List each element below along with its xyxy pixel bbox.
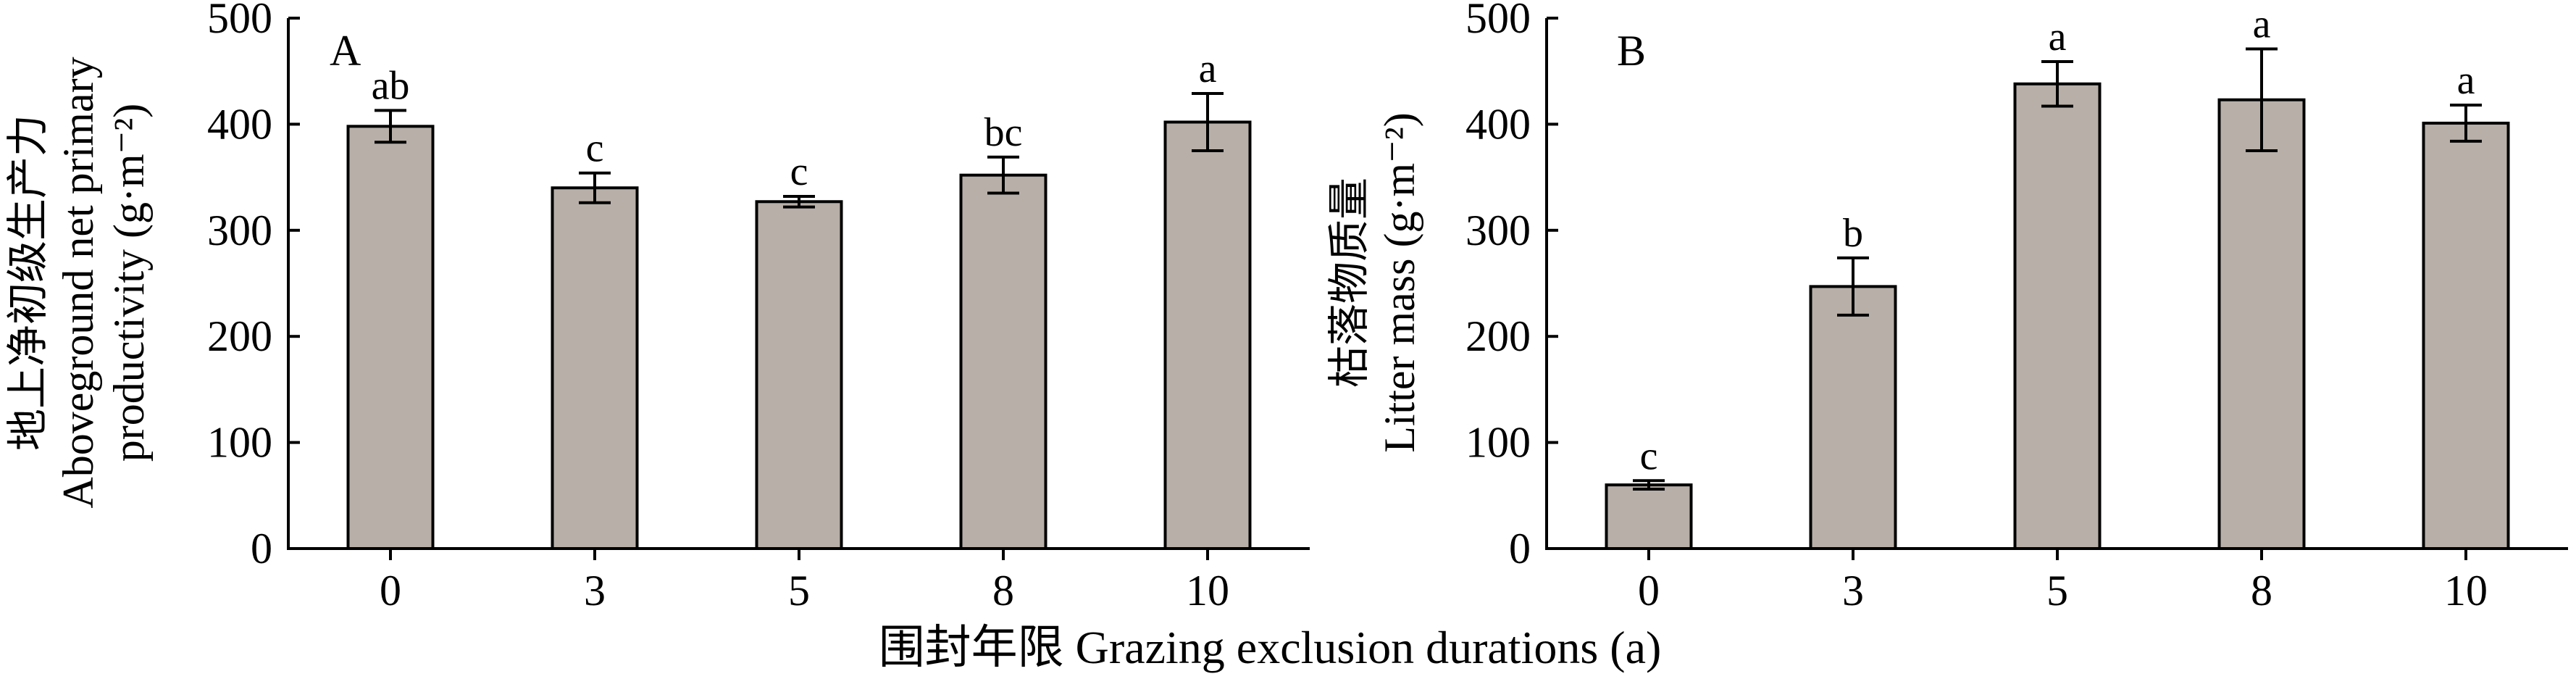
y-axis-label: 地上净初级生产力 [4,114,51,451]
x-axis-label: 围封年限 Grazing exclusion durations (a) [879,622,1662,673]
bar [346,125,435,550]
y-tick-label: 500 [207,0,272,42]
y-tick-label: 0 [1509,525,1531,572]
x-tick-label: 8 [992,567,1014,615]
y-tick-label: 200 [1465,312,1531,360]
x-tick-label: 10 [1186,567,1229,615]
significance-letter: ab [372,63,410,108]
x-tick-label: 3 [584,567,606,615]
significance-letter: a [2049,14,2067,59]
y-axis-label: productivity (g·m⁻²) [105,104,153,462]
x-tick-label: 0 [1638,567,1660,615]
y-tick-label: 400 [1465,100,1531,148]
y-tick-label: 300 [1465,207,1531,254]
significance-letter: a [2457,58,2475,103]
significance-letter: b [1843,211,1863,256]
bar [2217,98,2306,550]
y-axis-label: 枯落物质量 [1326,178,1373,388]
y-tick-label: 500 [1465,0,1531,42]
x-tick-label: 10 [2444,567,2488,615]
bar [2013,82,2102,550]
significance-letter: c [586,126,604,171]
bar [1809,285,1897,550]
y-tick-label: 200 [207,312,272,360]
y-axis-label: Litter mass (g·m⁻²) [1376,112,1423,453]
bar [755,200,843,550]
bar [2422,121,2510,551]
x-tick-label: 5 [2046,567,2068,615]
y-tick-label: 300 [207,207,272,254]
panel-letter: A [330,27,361,75]
x-tick-label: 5 [788,567,810,615]
y-tick-label: 400 [207,100,272,148]
significance-letter: bc [984,110,1023,155]
significance-letter: c [790,149,808,194]
significance-letter: c [1640,433,1658,478]
y-axis-label: Aboveground net primary [54,57,102,508]
x-tick-label: 8 [2251,567,2272,615]
x-tick-label: 0 [380,567,401,615]
bar [1605,483,1693,550]
panel-letter: B [1617,27,1646,75]
y-tick-label: 100 [207,419,272,467]
significance-letter: a [1199,46,1217,91]
x-tick-label: 3 [1842,567,1864,615]
bar [959,173,1047,550]
y-tick-label: 100 [1465,419,1531,467]
y-tick-label: 0 [251,525,272,572]
bar [551,186,639,550]
bar [1163,120,1252,551]
significance-letter: a [2253,1,2271,46]
